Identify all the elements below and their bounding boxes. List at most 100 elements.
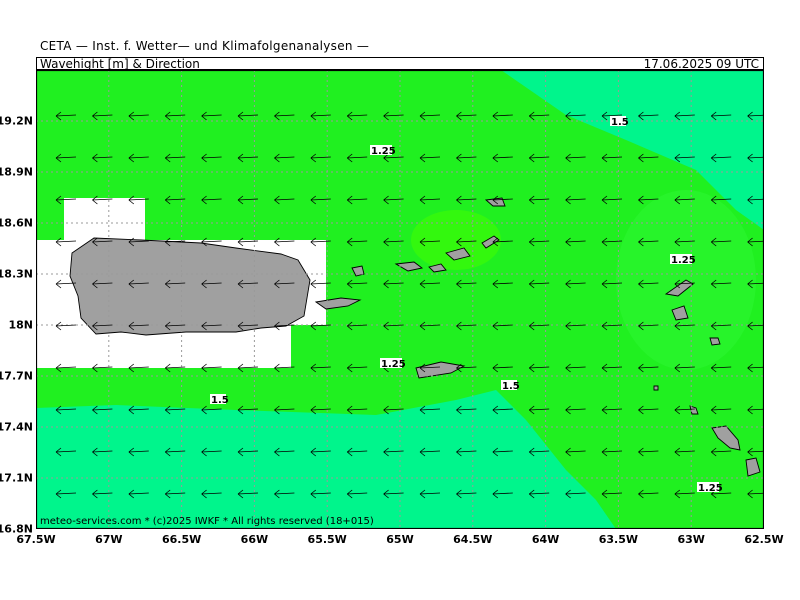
y-tick-label: 16.8N <box>0 522 33 536</box>
wave-arrow <box>92 153 113 163</box>
wave-arrow <box>747 153 764 163</box>
y-tick-label: 19.2N <box>0 114 33 128</box>
wave-arrow <box>674 111 695 121</box>
wave-arrow <box>55 321 77 331</box>
wave-arrow <box>55 279 77 289</box>
wave-arrow <box>310 363 331 373</box>
wave-arrow <box>601 195 623 205</box>
wave-arrow <box>55 237 77 247</box>
wave-arrow <box>565 447 586 457</box>
wave-arrow <box>164 321 186 331</box>
st-thomas-island <box>394 261 424 272</box>
wave-arrow <box>565 153 586 163</box>
x-tick-label: 65.5W <box>307 533 347 546</box>
x-tick-label: 66.5W <box>161 533 202 546</box>
x-tick-label: 62.5W <box>744 533 784 546</box>
sea-field-high-green <box>411 210 501 270</box>
wave-arrow <box>128 405 149 415</box>
wave-arrow <box>310 405 331 415</box>
wave-arrow <box>237 321 259 331</box>
wave-arrow <box>528 195 550 205</box>
wave-arrow <box>528 153 550 163</box>
wave-arrow <box>55 153 77 163</box>
x-tick-label: 63.5W <box>598 533 639 546</box>
wave-arrow <box>274 153 295 163</box>
wave-arrow <box>274 237 295 247</box>
wave-arrow <box>164 447 186 457</box>
wave-arrow <box>201 321 222 331</box>
wave-arrow <box>638 279 659 289</box>
wave-arrow <box>237 153 259 163</box>
x-tick-label: 67.5W <box>16 533 56 546</box>
wave-arrow <box>565 363 586 373</box>
wave-arrow <box>237 363 259 373</box>
wave-arrow <box>201 363 222 373</box>
wave-arrow <box>528 489 550 499</box>
wave-arrow <box>710 195 732 205</box>
sea-band-1-5-north <box>501 70 764 230</box>
wave-arrow <box>419 321 441 331</box>
lat-lon-grid <box>36 70 764 529</box>
wave-arrow <box>164 237 186 247</box>
wave-arrow <box>456 363 477 373</box>
y-tick-label: 18N <box>8 318 33 332</box>
wave-arrow <box>601 153 623 163</box>
wave-arrow <box>383 447 404 457</box>
wave-arrow <box>747 405 764 415</box>
wave-arrow <box>419 195 441 205</box>
wave-arrow <box>638 447 659 457</box>
wave-arrow <box>128 111 149 121</box>
wave-arrow <box>528 321 550 331</box>
wave-arrow <box>128 195 149 205</box>
wave-arrow <box>565 489 586 499</box>
wave-arrow <box>638 153 659 163</box>
wave-arrow <box>237 279 259 289</box>
wave-arrow <box>419 237 441 247</box>
wave-arrow <box>274 405 295 415</box>
wave-arrow <box>492 489 513 499</box>
wave-arrow <box>128 363 149 373</box>
wave-arrow <box>346 111 368 121</box>
wave-arrow <box>92 363 113 373</box>
wave-arrow <box>674 279 695 289</box>
wave-arrow <box>456 195 477 205</box>
y-tick-label: 18.3N <box>0 267 33 281</box>
sea-band-1-5-south <box>36 390 616 529</box>
st-barths-island <box>709 337 721 346</box>
wave-arrow <box>383 321 404 331</box>
x-tick-label: 67W <box>95 533 123 546</box>
wave-arrow <box>528 363 550 373</box>
wave-arrow <box>274 447 295 457</box>
wave-arrow <box>601 237 623 247</box>
wave-arrow <box>710 363 732 373</box>
wave-arrow <box>237 447 259 457</box>
wave-arrow <box>419 363 441 373</box>
contour-label: 1.25 <box>381 359 406 370</box>
wave-arrow <box>92 321 113 331</box>
wave-arrow <box>346 489 368 499</box>
wave-arrow <box>383 489 404 499</box>
wave-arrow <box>565 111 586 121</box>
x-tick-label: 64W <box>531 533 560 546</box>
wave-arrow <box>456 447 477 457</box>
wave-arrow <box>638 195 659 205</box>
wave-arrow <box>601 447 623 457</box>
wave-arrow <box>92 111 113 121</box>
wave-arrow <box>164 363 186 373</box>
wave-arrow <box>674 447 695 457</box>
wave-arrow <box>747 237 764 247</box>
wave-arrow <box>346 195 368 205</box>
wave-arrow <box>674 363 695 373</box>
wave-arrow <box>528 111 550 121</box>
wave-arrow <box>274 489 295 499</box>
wave-arrow <box>456 321 477 331</box>
wave-arrow <box>528 237 550 247</box>
wave-arrow <box>310 447 331 457</box>
wave-arrow <box>638 111 659 121</box>
wave-arrow <box>92 489 113 499</box>
wave-arrow <box>674 489 695 499</box>
wave-arrow <box>164 489 186 499</box>
wave-arrow <box>310 279 331 289</box>
wave-arrow <box>55 363 77 373</box>
wave-arrow <box>674 195 695 205</box>
